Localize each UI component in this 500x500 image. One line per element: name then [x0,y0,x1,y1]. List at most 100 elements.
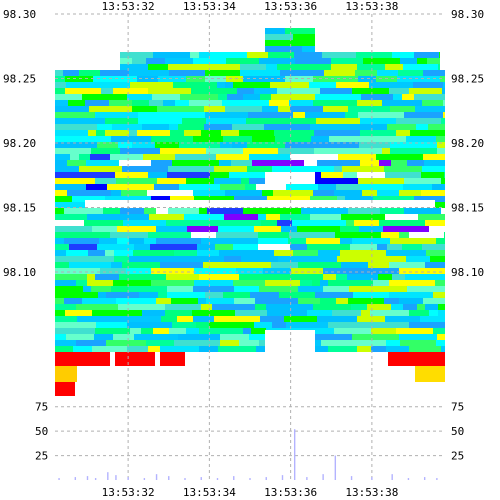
heat-cell [352,334,399,340]
heat-cell [252,250,274,256]
heat-cell [290,154,306,160]
volume-tick-label-right: 50 [451,425,464,438]
heat-cell [376,76,397,82]
heat-cell [120,64,148,70]
heat-cell [389,292,433,298]
heat-cell [350,124,387,130]
heat-cell [90,154,110,160]
heat-cell [87,214,134,220]
heat-cell [129,70,169,76]
heat-cell [86,160,119,166]
heat-cell [120,148,160,154]
heat-cell [171,298,185,304]
x-tick-label-top: 13:53:38 [345,0,398,13]
heat-cell [55,238,64,244]
heat-cell [160,346,199,352]
heat-cell [443,100,445,106]
heat-cell [346,220,354,226]
heat-cell [389,280,435,286]
heat-cell [204,124,232,130]
heat-cell [226,58,259,64]
heat-cell [167,172,210,178]
heat-cell [194,268,236,274]
heat-cell [441,118,445,124]
heat-cell [225,106,262,112]
heat-cell [252,160,279,166]
heat-cell [55,220,84,226]
heat-cell [293,112,305,118]
heat-cell [142,124,169,130]
heat-cell [438,64,440,70]
heat-cell [55,136,96,142]
heat-cell [440,76,445,82]
heat-cell [443,112,445,118]
heat-cell [337,256,373,262]
heat-cell [432,184,445,190]
heat-cell [437,142,445,148]
heat-cell [277,64,305,70]
heat-cell [165,310,192,316]
heat-cell [88,250,105,256]
heat-cell [79,166,122,172]
x-tick-label-bottom: 13:53:38 [345,486,398,499]
heat-cell [97,124,112,130]
heat-cell [349,286,389,292]
heat-cell [328,280,373,286]
heat-cell [342,166,384,172]
heat-cell [165,58,193,64]
heat-cell [409,88,442,94]
heat-cell [219,250,252,256]
heat-cell [282,262,298,268]
heat-cell [234,298,255,304]
heat-cell [360,184,403,190]
heat-cell [258,238,288,244]
heat-cell [265,34,293,40]
heat-cell [55,214,87,220]
heat-cell [172,322,196,328]
heat-cell [310,214,341,220]
heat-cell [436,136,445,142]
heat-cell [336,298,348,304]
heat-cell [123,220,166,226]
heat-cell [423,70,445,76]
heat-cell [436,340,445,346]
y-tick-label-left: 98.15 [3,201,36,214]
heat-cell [55,196,72,202]
heat-cell [126,268,151,274]
heat-cell [318,184,336,190]
heat-cell [220,340,239,346]
heat-cell [313,76,358,82]
volume-bar [391,474,393,480]
x-tick-label-bottom: 13:53:32 [102,486,155,499]
heat-cell [363,58,400,64]
heat-cell [203,262,240,268]
heat-cell [232,124,264,130]
heat-cell [55,382,75,396]
heat-cell [217,82,225,88]
heat-cell [55,208,64,214]
heat-cell [350,244,377,250]
heat-cell [320,280,328,286]
heat-cell [55,366,77,382]
heat-cell [220,334,249,340]
heat-cell [201,304,212,310]
heat-cell [357,172,385,178]
heat-cell [243,94,260,100]
heat-cell [117,226,156,232]
heat-cell [315,292,353,298]
heat-cell [400,58,417,64]
heat-cell [168,64,188,70]
volume-bar [216,478,219,480]
heat-cell [429,310,438,316]
heat-cell [55,328,95,334]
heat-cell [254,88,277,94]
heat-cell [289,100,313,106]
heat-cell [323,286,349,292]
heat-cell [254,322,272,328]
heat-cell [55,118,87,124]
heat-cell [91,148,120,154]
heat-cell [306,238,340,244]
heat-cell [274,130,314,136]
heat-cell [144,238,156,244]
heat-cell [409,232,444,238]
